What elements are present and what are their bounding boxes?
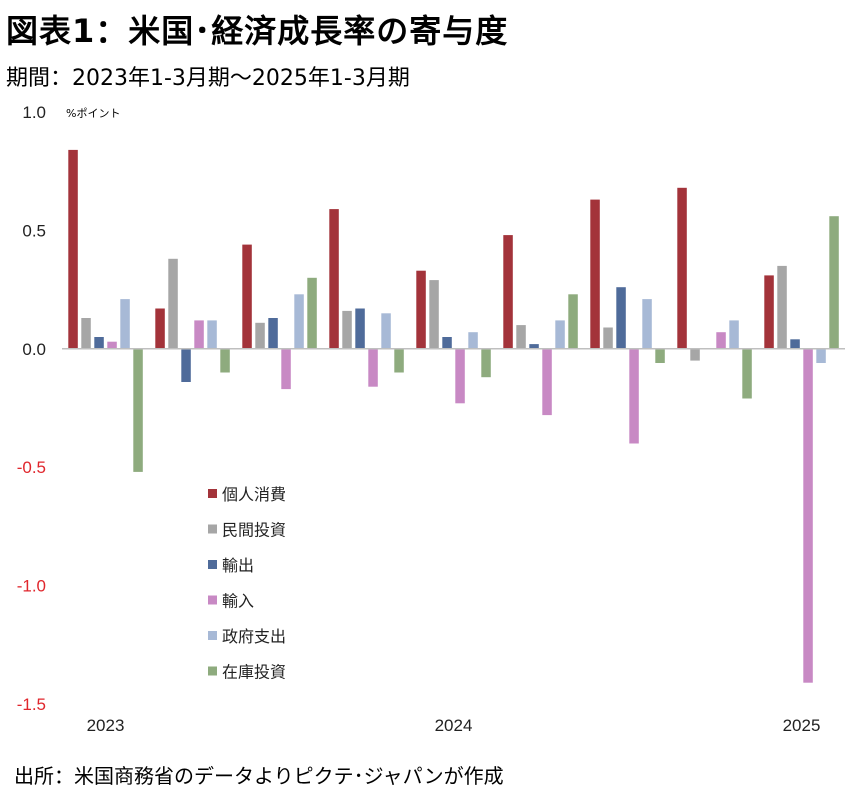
legend-swatch-2: [208, 524, 217, 534]
bar-5-8: [729, 320, 739, 349]
bar-1-3: [242, 244, 252, 349]
bars-group: [68, 149, 839, 683]
y-unit-label: %ポイント: [66, 107, 120, 120]
bar-6-9: [829, 216, 839, 349]
legend-swatch-4: [208, 595, 217, 605]
bar-2-4: [342, 310, 352, 349]
bar-4-5: [455, 348, 465, 404]
bar-6-5: [481, 348, 491, 378]
y-tick-label: 0.0: [22, 340, 46, 359]
bar-1-4: [329, 209, 339, 349]
chart-subtitle: 期間：2023年1-3月期～2025年1-3月期: [6, 66, 410, 91]
bar-1-8: [677, 187, 687, 349]
bar-4-8: [716, 332, 726, 349]
y-tick-label: 1.0: [22, 103, 46, 122]
bar-3-7: [616, 287, 626, 349]
y-tick-label: -1.0: [17, 577, 46, 596]
bar-5-9: [816, 348, 826, 363]
bar-3-4: [355, 308, 365, 349]
bar-3-3: [268, 318, 278, 349]
bar-4-7: [629, 348, 639, 444]
bar-5-2: [207, 320, 217, 349]
bar-6-7: [655, 348, 665, 363]
bar-2-3: [255, 322, 265, 349]
bar-6-3: [307, 277, 317, 349]
bar-1-5: [416, 270, 426, 349]
bar-1-7: [590, 199, 600, 349]
legend-label-6: 在庫投資: [222, 663, 286, 682]
y-tick-label: 0.5: [22, 221, 46, 240]
bar-6-4: [394, 348, 404, 373]
legend-label-5: 政府支出: [222, 627, 286, 646]
bar-2-1: [81, 318, 91, 349]
bar-4-1: [107, 341, 117, 349]
y-tick-labels: 1.0 0.5 0.0 -0.5 -1.0 -1.5: [17, 103, 46, 714]
bar-3-2: [181, 348, 191, 382]
x-axis-label: 2023: [87, 716, 125, 735]
source-note: 出所：米国商務省のデータよりピクテ･ジャパンが作成: [14, 764, 504, 788]
bar-4-3: [281, 348, 291, 390]
bar-6-8: [742, 348, 752, 399]
bar-4-9: [803, 348, 813, 683]
legend-label-1: 個人消費: [222, 485, 286, 504]
bar-1-2: [155, 308, 165, 349]
bar-3-9: [790, 339, 800, 349]
legend-swatch-6: [208, 666, 217, 676]
bar-2-5: [429, 280, 439, 349]
bar-6-2: [220, 348, 230, 373]
bar-5-4: [381, 313, 391, 349]
legend-label-4: 輸入: [222, 592, 254, 611]
x-axis-label: 2025: [783, 716, 821, 735]
bar-6-6: [568, 294, 578, 349]
y-tick-label: -1.5: [17, 695, 46, 714]
bar-4-6: [542, 348, 552, 416]
bar-2-6: [516, 325, 526, 349]
bar-1-1: [68, 149, 78, 349]
legend-label-3: 輸出: [222, 556, 254, 575]
bar-5-7: [642, 299, 652, 349]
legend-swatch-3: [208, 560, 217, 569]
bar-6-1: [133, 348, 143, 472]
bar-2-2: [168, 258, 178, 349]
x-axis-label: 2024: [435, 716, 473, 735]
bar-5-1: [120, 299, 130, 349]
legend-label-2: 民間投資: [222, 521, 286, 540]
bar-4-2: [194, 320, 204, 349]
bar-2-8: [690, 348, 700, 361]
bar-5-3: [294, 294, 304, 349]
bar-2-9: [777, 265, 787, 349]
legend-swatch-1: [208, 489, 217, 498]
bar-5-6: [555, 320, 565, 349]
bar-2-7: [603, 327, 613, 349]
bar-1-6: [503, 235, 513, 349]
x-axis-labels: 2023 2024 2025: [87, 716, 821, 735]
bar-4-4: [368, 348, 378, 387]
bar-3-1: [94, 337, 104, 349]
bar-3-6: [529, 344, 539, 349]
chart-title: 図表1：米国･経済成長率の寄与度: [6, 12, 509, 50]
legend-swatch-5: [208, 631, 217, 640]
bar-1-9: [764, 275, 774, 349]
bar-3-5: [442, 337, 452, 349]
y-tick-label: -0.5: [17, 458, 46, 477]
bar-5-5: [468, 332, 478, 349]
